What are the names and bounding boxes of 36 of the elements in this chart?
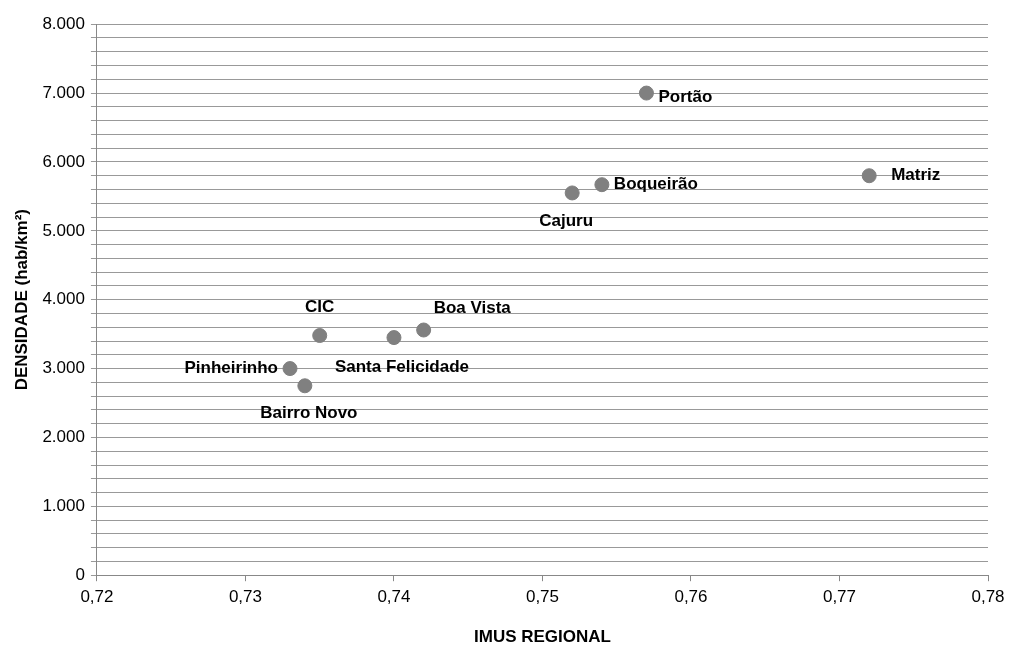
y-tick-label: 2.000 [42,427,85,447]
x-tick-label: 0,75 [525,587,560,607]
x-tick-label: 0,72 [80,587,114,607]
annotation: CIC [305,297,335,317]
y-tick-label: 4.000 [42,289,85,309]
annotation: Cajuru [539,210,594,230]
point [312,328,328,344]
annotation: Portão [658,86,713,106]
point [297,378,313,394]
x-tick-label: 0,78 [971,587,1005,607]
x-axis-title: IMUS REGIONAL [473,627,611,647]
x-tick-label: 0,77 [822,587,857,607]
y-tick-label: 3.000 [42,358,85,378]
annotation: Pinheirinho [184,358,278,378]
y-axis-title: DENSIDADE (hab/km²) [11,209,31,391]
point [861,168,877,184]
point [386,330,402,346]
y-tick-label: 8.000 [42,13,85,33]
x-tick-label: 0,74 [377,587,411,607]
y-tick-label: 1.000 [42,496,85,516]
point [564,185,580,201]
y-tick-label: 0 [75,564,85,584]
point [638,85,654,101]
x-tick-label: 0,76 [674,587,708,607]
annotation: Matriz [891,165,941,185]
point [594,177,610,193]
annotation: Boa Vista [433,297,512,317]
annotation: Boqueirão [613,174,698,194]
point [416,322,432,338]
point [282,361,298,377]
y-tick-label: 6.000 [42,151,85,171]
annotation: Bairro Novo [260,403,358,423]
y-tick-label: 5.000 [42,220,85,240]
y-tick-label: 7.000 [42,82,85,102]
annotation: Santa Felicidade [334,357,470,377]
x-tick-label: 0,73 [228,587,262,607]
